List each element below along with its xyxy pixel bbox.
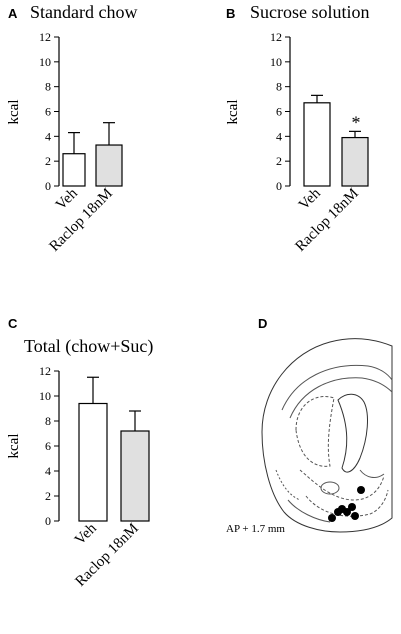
panel-c: C Total (chow+Suc) kcal 0 2 4 6 8 10 12 VehRac… xyxy=(6,316,153,590)
x-tick-label-b-0: Veh xyxy=(296,185,324,213)
y-tick-label-c-4: 8 xyxy=(45,414,51,428)
bars-b: * xyxy=(303,94,369,187)
y-tick-label-a-0: 0 xyxy=(45,179,51,193)
injection-site-dot-0 xyxy=(328,514,336,522)
panel-label-a: A xyxy=(8,6,18,21)
panel-a: A Standard chow kcal 0 2 4 6 8 10 12 VehRaclop… xyxy=(6,2,137,255)
bar-a-1 xyxy=(95,144,123,187)
y-axis-b: 0 2 4 6 8 10 12 xyxy=(270,30,291,193)
y-tick-label-a-4: 8 xyxy=(45,80,51,94)
chart-title-b: Sucrose solution xyxy=(250,2,370,22)
injection-site-dot-5 xyxy=(351,512,359,520)
chart-title-a: Standard chow xyxy=(30,2,137,22)
diagram-coordinate-label: AP + 1.7 mm xyxy=(226,523,285,535)
bar-a-0 xyxy=(62,153,86,187)
y-tick-label-a-5: 10 xyxy=(39,55,51,69)
panel-label-c: C xyxy=(8,316,18,331)
injection-sites xyxy=(328,486,365,522)
y-tick-label-c-0: 0 xyxy=(45,514,51,528)
y-tick-label-b-4: 8 xyxy=(276,80,282,94)
y-tick-label-a-6: 12 xyxy=(39,30,51,44)
y-tick-label-b-6: 12 xyxy=(270,30,282,44)
y-tick-label-c-1: 2 xyxy=(45,489,51,503)
y-tick-label-c-6: 12 xyxy=(39,364,51,378)
y-axis-label-b: kcal xyxy=(225,100,241,125)
y-tick-label-c-2: 4 xyxy=(45,464,51,478)
x-tick-label-c-0: Veh xyxy=(72,520,100,548)
y-tick-label-a-3: 6 xyxy=(45,105,51,119)
y-axis-a: 0 2 4 6 8 10 12 xyxy=(39,30,60,193)
panel-label-d: D xyxy=(258,316,267,331)
y-tick-label-b-3: 6 xyxy=(276,105,282,119)
y-tick-label-c-3: 6 xyxy=(45,439,51,453)
y-axis-c: 0 2 4 6 8 10 12 xyxy=(39,364,60,528)
x-tick-label-a-1: Raclop 18nM xyxy=(46,186,115,255)
y-axis-label-c: kcal xyxy=(6,434,22,459)
brain-section-diagram xyxy=(261,338,393,533)
y-tick-label-c-5: 10 xyxy=(39,389,51,403)
bars-c xyxy=(78,376,150,522)
bar-c-0 xyxy=(78,402,108,522)
y-tick-label-a-1: 2 xyxy=(45,154,51,168)
y-axis-label-a: kcal xyxy=(6,100,22,125)
y-tick-label-b-0: 0 xyxy=(276,179,282,193)
bar-c-1 xyxy=(120,430,150,522)
x-tick-label-a-0: Veh xyxy=(53,185,81,213)
significance-marker-b-1: * xyxy=(352,112,361,132)
y-tick-label-b-5: 10 xyxy=(270,55,282,69)
bars-a xyxy=(62,122,123,187)
panel-b: B Sucrose solution kcal 0 2 4 6 8 10 12 * VehR… xyxy=(225,2,370,255)
bar-b-1 xyxy=(341,136,369,187)
y-tick-label-b-1: 2 xyxy=(276,154,282,168)
y-tick-label-a-2: 4 xyxy=(45,129,51,143)
panel-label-b: B xyxy=(226,6,235,21)
panel-d: D AP + 1.7 mm xyxy=(226,316,393,535)
injection-site-dot-3 xyxy=(343,508,351,516)
y-tick-label-b-2: 4 xyxy=(276,129,282,143)
chart-title-c: Total (chow+Suc) xyxy=(24,336,153,357)
bar-b-0 xyxy=(303,102,331,187)
injection-site-dot-6 xyxy=(357,486,365,494)
injection-site-dot-4 xyxy=(348,503,356,511)
